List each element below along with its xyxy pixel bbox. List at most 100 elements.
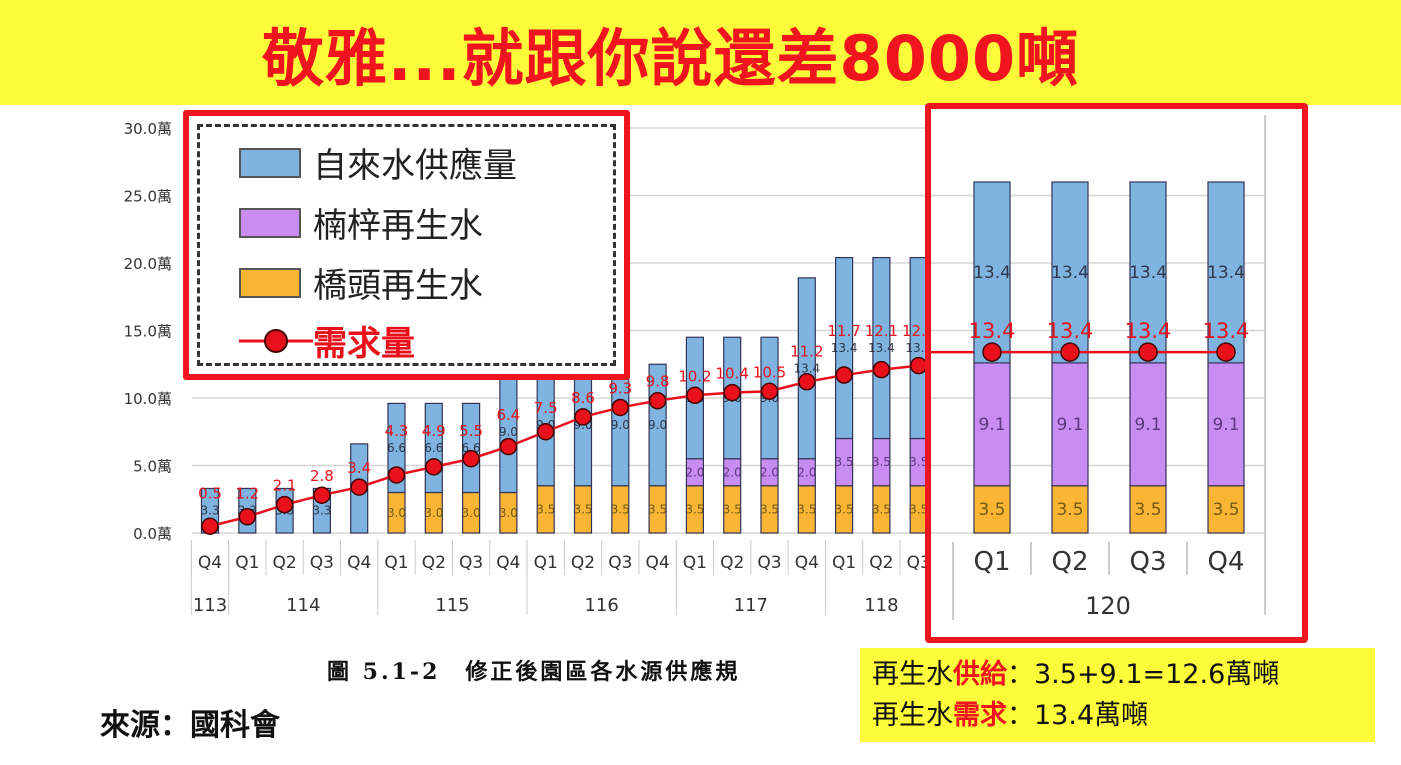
bar-value-label: 3.5: [909, 502, 928, 516]
bar-value-label: 3.5: [536, 502, 555, 516]
bar-value-label: 3.5: [909, 455, 928, 469]
legend-item-demand: 需求量: [239, 316, 415, 365]
x-tick-label: Q1: [384, 553, 408, 573]
x-tick-label: Q1: [683, 553, 707, 573]
legend-item-nanzi: 楠梓再生水: [239, 198, 483, 247]
bar-value-label: 2.0: [760, 465, 779, 479]
y-tick-label: 30.0萬: [124, 120, 172, 138]
x-tick-label: Q4: [347, 553, 371, 573]
legend-label: 楠梓再生水: [313, 206, 483, 246]
demand-marker-icon: [239, 328, 313, 353]
bar-segment: [1129, 181, 1167, 364]
bar-value-label: 9.1: [1212, 415, 1239, 435]
demand-point: [387, 466, 406, 484]
bar-value-label: 9.1: [1134, 415, 1161, 435]
demand-value-label: 0.5: [198, 485, 222, 503]
legend: 自來水供應量 楠梓再生水 橋頭再生水 需求量: [183, 110, 630, 380]
year-label: 113: [193, 595, 227, 616]
year-label: 116: [584, 595, 618, 616]
demand-point: [611, 398, 630, 417]
bar-segment: [1207, 181, 1245, 364]
bar-value-label: 13.4: [1207, 263, 1245, 283]
legend-label: 自來水供應量: [313, 146, 517, 186]
demand-point: [536, 423, 555, 441]
bar-segment: [1207, 362, 1245, 487]
source-label: 來源：國科會: [100, 708, 280, 743]
bar-value-label: 3.5: [760, 502, 779, 516]
demand-point: [1138, 342, 1158, 362]
bar-segment: [462, 402, 481, 494]
bar-value-label: 3.5: [797, 502, 816, 516]
bar-value-label: 3.5: [835, 502, 854, 516]
x-tick-label: Q1: [832, 553, 856, 573]
demand-point: [760, 382, 779, 400]
x-tick-label: Q4: [645, 553, 669, 573]
demand-value-label: 9.8: [646, 373, 670, 391]
bar-value-label: 3.0: [387, 506, 406, 520]
demand-value-label: 2.1: [273, 477, 297, 495]
demand-value-label: 10.2: [678, 367, 711, 385]
legend-item-qiaotou: 橋頭再生水: [239, 258, 483, 307]
year-label: 118: [864, 595, 898, 616]
y-tick-label: 10.0萬: [124, 390, 172, 408]
y-tick-label: 20.0萬: [124, 255, 172, 273]
demand-point: [798, 373, 816, 391]
bar-value-label: 13.4: [973, 263, 1011, 283]
demand-point: [1060, 342, 1080, 362]
note-text: 再生水: [872, 659, 953, 690]
demand-point: [1216, 342, 1236, 362]
demand-value-label: 10.5: [753, 363, 786, 381]
bar-value-label: 3.5: [872, 502, 891, 516]
bar-value-label: 3.5: [835, 455, 854, 469]
bar-segment: [1129, 362, 1167, 487]
note-text: ：13.4萬噸: [1007, 700, 1149, 731]
x-tick-label: Q2: [720, 553, 744, 573]
bar-value-label: 3.5: [573, 502, 592, 516]
x-tick-label: Q1: [973, 547, 1010, 577]
demand-point: [313, 486, 331, 504]
bar-segment: [973, 181, 1011, 364]
bar-value-label: 3.5: [872, 455, 891, 469]
y-tick-label: 15.0萬: [124, 323, 172, 341]
bar-value-label: 3.0: [499, 506, 518, 520]
demand-value-label: 13.4: [969, 319, 1016, 343]
bar-value-label: 3.5: [648, 502, 667, 516]
bar-value-label: 9.0: [611, 418, 630, 432]
note-line-demand: 再生水需求：13.4萬噸: [872, 695, 1375, 736]
bar-value-label: 9.1: [1056, 415, 1083, 435]
note-text: ：3.5+9.1=12.6萬噸: [1007, 659, 1280, 690]
legend-label: 需求量: [313, 324, 415, 364]
bar-value-label: 3.0: [424, 506, 443, 520]
bar-value-label: 3.5: [1212, 500, 1239, 520]
note-highlight: 供給: [953, 659, 1007, 690]
bar-value-label: 3.3: [312, 504, 331, 518]
bar-value-label: 2.0: [797, 465, 816, 479]
bar-value-label: 3.0: [462, 506, 481, 520]
bar-segment: [834, 257, 854, 440]
y-tick-label: 25.0萬: [124, 188, 172, 206]
demand-value-label: 13.4: [1203, 319, 1250, 343]
legend-item-tap: 自來水供應量: [239, 138, 517, 187]
x-tick-label: Q2: [272, 553, 296, 573]
bar-segment: [872, 257, 891, 440]
bar-value-label: 9.1: [978, 415, 1005, 435]
demand-point: [686, 386, 704, 405]
demand-value-label: 9.3: [608, 379, 632, 397]
x-tick-label: Q2: [869, 553, 893, 573]
bar-segment: [1051, 181, 1089, 364]
demand-value-label: 4.3: [385, 422, 409, 440]
note-line-supply: 再生水供給：3.5+9.1=12.6萬噸: [872, 654, 1375, 695]
demand-point: [872, 360, 891, 379]
x-tick-label: Q3: [310, 553, 334, 573]
inset-highlight-frame: [925, 103, 1308, 643]
demand-point: [982, 342, 1002, 362]
bar-value-label: 3.5: [611, 502, 630, 516]
demand-value-label: 3.4: [347, 459, 371, 477]
bar-value-label: 13.4: [868, 341, 895, 355]
legend-label: 橋頭再生水: [313, 266, 483, 306]
demand-point: [574, 408, 592, 426]
y-tick-label: 0.0萬: [133, 525, 172, 543]
x-tick-label: Q2: [571, 553, 595, 573]
bar-value-label: 3.3: [200, 504, 219, 518]
figure-caption: 圖 5.1-2 修正後園區各水源供應規: [327, 659, 741, 685]
